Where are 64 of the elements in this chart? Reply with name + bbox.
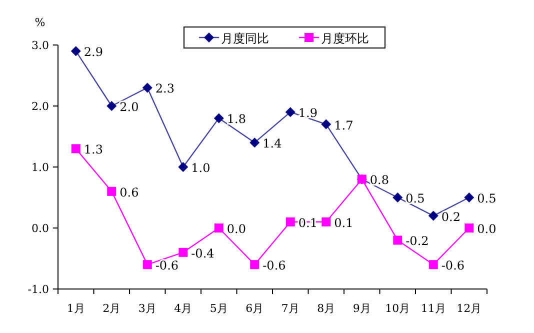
data-label: 0.2: [441, 210, 460, 224]
data-label: 2.3: [155, 82, 174, 96]
data-label: 0.8: [370, 173, 389, 188]
x-tick-label: 10月: [385, 302, 410, 315]
data-label: 0.0: [477, 222, 496, 236]
data-label: 0.5: [477, 192, 496, 206]
data-label: 1.7: [334, 118, 354, 132]
data-label: 1.3: [84, 142, 103, 157]
data-label: 0.1: [334, 216, 354, 230]
data-label: -0.2: [406, 234, 429, 248]
point: [321, 119, 332, 130]
point: [142, 82, 152, 93]
y-tick-label: 0.0: [32, 222, 49, 235]
x-tick-label: 8月: [317, 302, 336, 315]
point: [214, 113, 224, 124]
data-label: 1.0: [191, 161, 210, 175]
point: [285, 107, 296, 118]
data-label: 1.4: [262, 136, 282, 151]
x-tick-label: 2月: [102, 302, 121, 315]
point: [392, 192, 403, 202]
point: [178, 248, 188, 257]
point: [142, 260, 152, 270]
data-label: 0.5: [406, 192, 425, 206]
x-tick-label: 5月: [210, 302, 228, 315]
x-tick-label: 12月: [456, 302, 482, 315]
point: [178, 162, 188, 172]
data-label: 2.9: [84, 45, 103, 60]
point: [106, 101, 117, 111]
point: [428, 210, 438, 221]
y-tick-label: 1.0: [32, 161, 49, 174]
data-label: 0.6: [120, 185, 139, 200]
legend-label: 月度环比: [321, 32, 369, 46]
point: [107, 186, 116, 196]
x-tick-label: 11月: [420, 302, 446, 315]
x-tick-label: 7月: [281, 302, 300, 315]
point: [464, 192, 474, 202]
point: [322, 217, 331, 226]
x-tick-label: 6月: [246, 302, 264, 315]
data-label: -0.6: [155, 258, 179, 273]
data-label: 2.0: [120, 100, 139, 114]
y-tick-label: 2.0: [32, 100, 49, 113]
data-label: 0.0: [226, 222, 246, 236]
data-label: -0.6: [441, 258, 465, 273]
data-label: -0.6: [262, 258, 286, 273]
point: [70, 46, 81, 56]
point: [250, 260, 260, 270]
x-tick-label: 1月: [66, 302, 85, 315]
point: [250, 138, 260, 148]
data-label: -0.4: [191, 246, 215, 260]
legend-label: 月度同比: [221, 32, 269, 46]
data-label: 1.8: [226, 112, 246, 126]
y-tick-label: -1.0: [28, 283, 49, 296]
point: [393, 236, 402, 245]
x-tick-label: 9月: [352, 302, 371, 315]
point: [286, 217, 295, 226]
x-tick-label: 4月: [174, 302, 192, 315]
data-label: 1.9: [298, 106, 318, 120]
point: [428, 260, 438, 270]
point: [464, 224, 474, 232]
point: [214, 224, 224, 232]
y-axis-title: %: [34, 16, 46, 29]
y-tick-label: 3.0: [32, 39, 49, 52]
x-tick-label: 3月: [138, 302, 156, 315]
point: [71, 144, 80, 154]
